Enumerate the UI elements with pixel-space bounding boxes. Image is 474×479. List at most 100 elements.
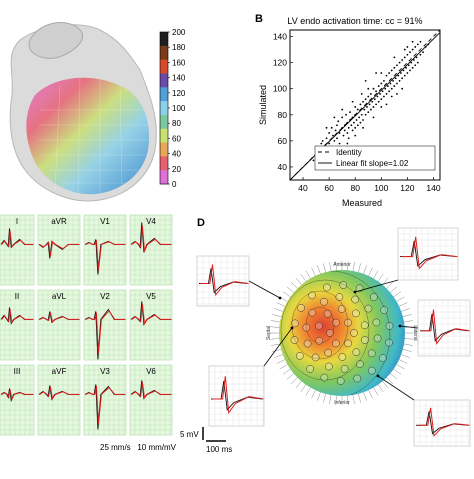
electrogram-pointer-tip [290, 326, 294, 330]
ecg-lead-label: III [14, 367, 21, 376]
scatter-point [411, 66, 414, 69]
electrogram-simulated [417, 407, 470, 437]
scatter-point [388, 72, 391, 74]
colorbar-tick-label: 0 [172, 180, 177, 189]
map-electrode [353, 374, 362, 383]
colorbar-segment [160, 128, 168, 144]
scatter-point [346, 121, 349, 124]
scatter-point [422, 51, 424, 54]
scatter-point [409, 51, 411, 54]
electrogram-simulated [212, 376, 264, 415]
ecg-lead-v5: V5 [129, 289, 173, 361]
map-electrode [324, 362, 333, 371]
scale-mv-label: 5 mV [180, 430, 199, 439]
electrogram-5 [376, 374, 471, 447]
legend-box [314, 145, 436, 171]
legend-fit-label: Linear fit slope=1.02 [336, 159, 409, 168]
scatter-point [362, 126, 364, 129]
scatter-point [416, 43, 419, 46]
scatter-plot: 40 60 80 100 120 140 40 60 80 100 120 140 Identity Li… [273, 29, 441, 193]
scatter-point [349, 111, 351, 114]
scatter-point [351, 129, 354, 132]
colorbar-tick-label: 200 [172, 28, 186, 37]
electrogram-1 [196, 255, 282, 307]
scatter-point [367, 87, 370, 90]
colorbar-tick-label: 120 [172, 89, 186, 98]
map-electrode [344, 318, 352, 327]
scatter-point [343, 129, 346, 132]
ecg-simulated-trace [1, 309, 34, 325]
electrogram-box [196, 255, 250, 307]
electrogram-box [413, 399, 471, 447]
scatter-point [373, 98, 376, 101]
scatter-point [325, 137, 328, 140]
scatter-point [351, 116, 354, 119]
map-electrode [356, 360, 364, 369]
scatter-point [350, 124, 353, 127]
scatter-point [401, 87, 404, 90]
colorbar-segment [160, 170, 168, 185]
scatter-point [364, 113, 367, 116]
scatter-point [362, 100, 364, 103]
ecg-lead-label: II [15, 292, 19, 301]
electrogram-pointer [263, 327, 293, 367]
scatter-point [346, 132, 349, 134]
scatter-point [330, 126, 333, 129]
scatter-point [356, 124, 359, 127]
heart-mesh-lines [38, 77, 148, 196]
scatter-point [359, 103, 362, 106]
scatter-point [363, 108, 366, 111]
scatter-point [321, 139, 324, 142]
scatter-point [368, 103, 371, 106]
panel-d-electrograms [196, 227, 471, 447]
x-tick-label: 120 [400, 183, 414, 193]
x-tick-label: 100 [374, 183, 388, 193]
scatter-point [409, 69, 411, 72]
colorbar-tick-label: 40 [172, 150, 181, 159]
electrogram-pointer-tip [278, 296, 282, 300]
map-electrode [308, 308, 317, 317]
scatter-point [392, 79, 394, 82]
scatter-point [398, 61, 401, 64]
scatter-point [396, 82, 398, 85]
scatter-point [379, 93, 381, 95]
scatter-point [406, 72, 409, 74]
y-tick-label: 140 [273, 32, 287, 42]
scatter-point [345, 113, 347, 116]
map-electrode [360, 321, 369, 330]
map-electrode [295, 352, 304, 360]
map-electrode [315, 336, 324, 345]
panel-a-heart-model [9, 22, 157, 202]
panel-d-activation-map: Anterior Inferior Septal Lateral [266, 261, 418, 406]
electrogram-simulated [200, 264, 249, 297]
colorbar-tick-label: 180 [172, 43, 186, 52]
scatter-point [398, 79, 401, 82]
scatter-point [369, 108, 372, 111]
scatter-point [347, 126, 350, 129]
map-label-lateral: Lateral [412, 325, 418, 340]
y-tick-label: 40 [278, 162, 288, 172]
map-electrode [350, 329, 358, 337]
map-electrode [320, 297, 328, 306]
scatter-point [333, 116, 336, 119]
scatter-point [411, 48, 414, 51]
electrogram-2 [353, 227, 459, 294]
map-electrode [320, 373, 329, 382]
ecg-lead-v1: V1 [83, 214, 127, 286]
scatter-point [347, 137, 350, 140]
y-tick-label: 120 [273, 58, 287, 68]
scatter-point [337, 120, 340, 123]
colorbar-tick-label: 140 [172, 74, 186, 83]
colorbar-segment [160, 45, 168, 61]
ecg-lead-v4: V4 [129, 214, 173, 286]
ecg-simulated-trace [131, 382, 172, 399]
scale-ms-label: 100 ms [206, 445, 232, 454]
ecg-lead-label: V5 [146, 292, 156, 301]
scatter-point [399, 72, 402, 74]
scatter-point [366, 106, 368, 108]
scatter-point [396, 64, 398, 67]
scatter-point [359, 121, 362, 124]
scatter-point [372, 87, 375, 90]
